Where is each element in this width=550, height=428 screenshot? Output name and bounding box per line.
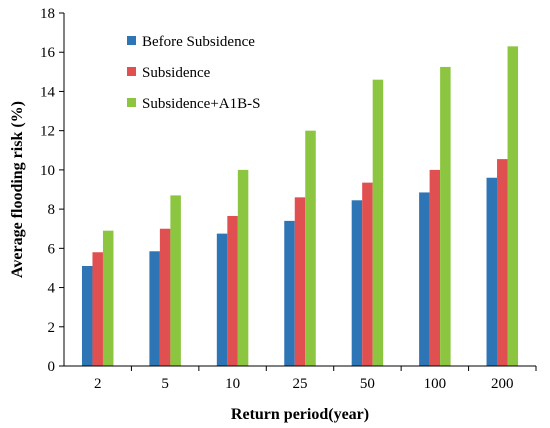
bar-before-subsidence-10 [216,233,228,366]
x-axis-title: Return period(year) [231,406,369,423]
x-tick-label: 2 [94,376,102,392]
x-tick-label: 100 [424,376,447,392]
bar-subsidence-a1b-s-10 [237,169,249,366]
x-axis-ticks: 2 5 10 25 50 100 200 [94,366,537,392]
legend-label: Subsidence [142,65,211,81]
bar-subsidence-200 [497,159,508,366]
y-tick-label: 18 [40,6,55,22]
y-tick-label: 16 [40,45,56,61]
x-tick-label: 5 [161,376,169,392]
x-tick-label: 25 [293,376,308,392]
bar-before-subsidence-100 [419,192,430,366]
x-tick-label: 10 [225,376,240,392]
bar-subsidence-50 [362,182,373,366]
bar-subsidence-5 [159,228,171,366]
bar-before-subsidence-2 [81,265,93,366]
legend-swatch [127,67,136,76]
legend-swatch [127,98,136,107]
bar-subsidence-10 [227,215,238,366]
y-tick-label: 0 [48,359,56,375]
bars [81,46,519,367]
y-axis-title: Average flooding risk (%) [9,101,26,278]
legend: Before Subsidence Subsidence Subsidence+A1… [127,34,260,112]
bar-before-subsidence-25 [284,220,295,366]
y-tick-label: 8 [48,202,56,218]
x-tick-label: 50 [360,376,375,392]
bar-before-subsidence-200 [486,177,498,366]
bar-subsidence-a1b-s-2 [102,230,114,366]
bar-subsidence-25 [294,197,306,366]
bar-subsidence-a1b-s-5 [170,195,181,366]
bar-before-subsidence-50 [351,200,363,366]
y-tick-label: 4 [48,281,56,297]
bar-subsidence-2 [92,252,103,366]
legend-swatch [127,36,136,45]
y-tick-label: 14 [40,84,56,100]
x-tick-label: 200 [491,376,514,392]
bar-subsidence-a1b-s-50 [372,79,384,366]
y-tick-label: 2 [48,320,56,336]
y-tick-label: 10 [40,163,55,179]
bar-subsidence-100 [429,169,441,366]
legend-label: Before Subsidence [142,34,255,50]
legend-label: Subsidence+A1B-S [142,96,260,112]
bar-before-subsidence-5 [149,251,160,366]
y-tick-label: 12 [40,124,55,140]
bar-subsidence-a1b-s-25 [305,130,316,366]
bar-subsidence-a1b-s-100 [440,66,451,367]
bar-subsidence-a1b-s-200 [507,46,519,366]
y-axis-ticks: 0 2 4 6 8 10 12 14 16 18 [40,6,64,375]
y-tick-label: 6 [48,241,56,257]
